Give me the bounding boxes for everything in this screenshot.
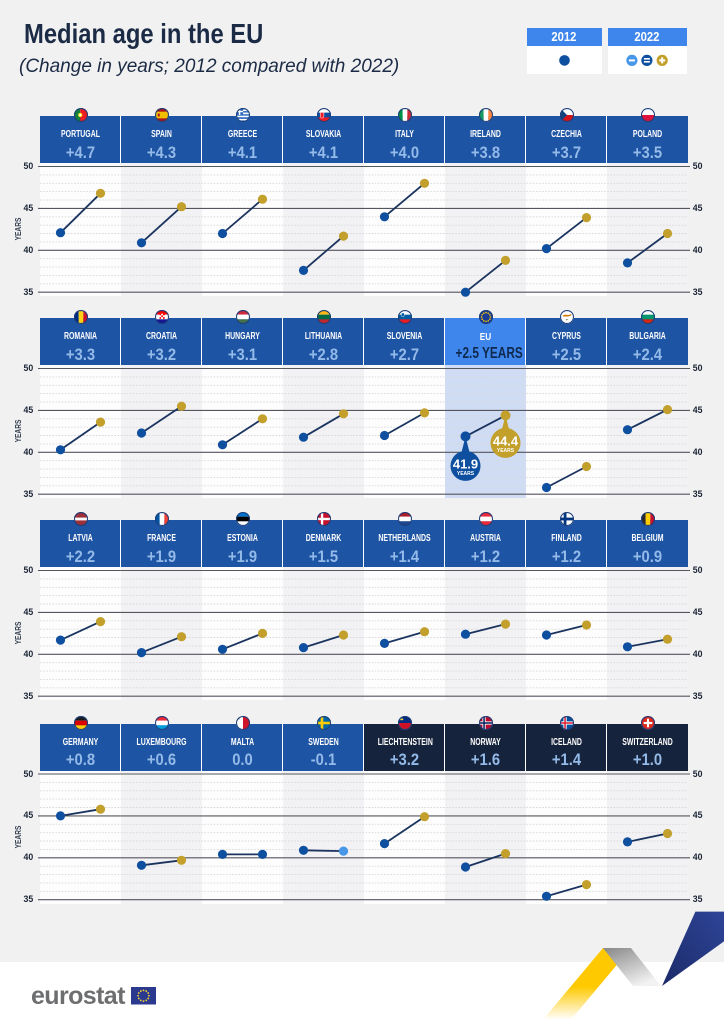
- svg-text:44.4: 44.4: [493, 433, 519, 448]
- svg-text:YEARS: YEARS: [457, 471, 475, 477]
- svg-text:41.9: 41.9: [453, 456, 478, 471]
- svg-text:YEARS: YEARS: [497, 448, 515, 454]
